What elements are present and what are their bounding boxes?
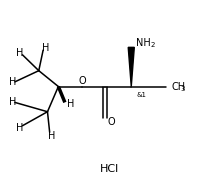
Text: H: H [9, 77, 16, 87]
Text: H: H [9, 97, 16, 107]
Text: H: H [42, 43, 49, 53]
Text: 3: 3 [180, 86, 185, 92]
Text: 2: 2 [151, 42, 155, 48]
Text: HCl: HCl [100, 164, 119, 174]
Text: O: O [108, 117, 115, 127]
Text: CH: CH [171, 82, 186, 92]
Polygon shape [128, 47, 134, 86]
Text: O: O [78, 76, 86, 86]
Text: &1: &1 [137, 92, 147, 98]
Text: H: H [16, 48, 23, 58]
Text: H: H [48, 131, 56, 141]
Text: NH: NH [136, 38, 151, 48]
Text: H: H [67, 99, 75, 109]
Text: H: H [16, 123, 23, 133]
